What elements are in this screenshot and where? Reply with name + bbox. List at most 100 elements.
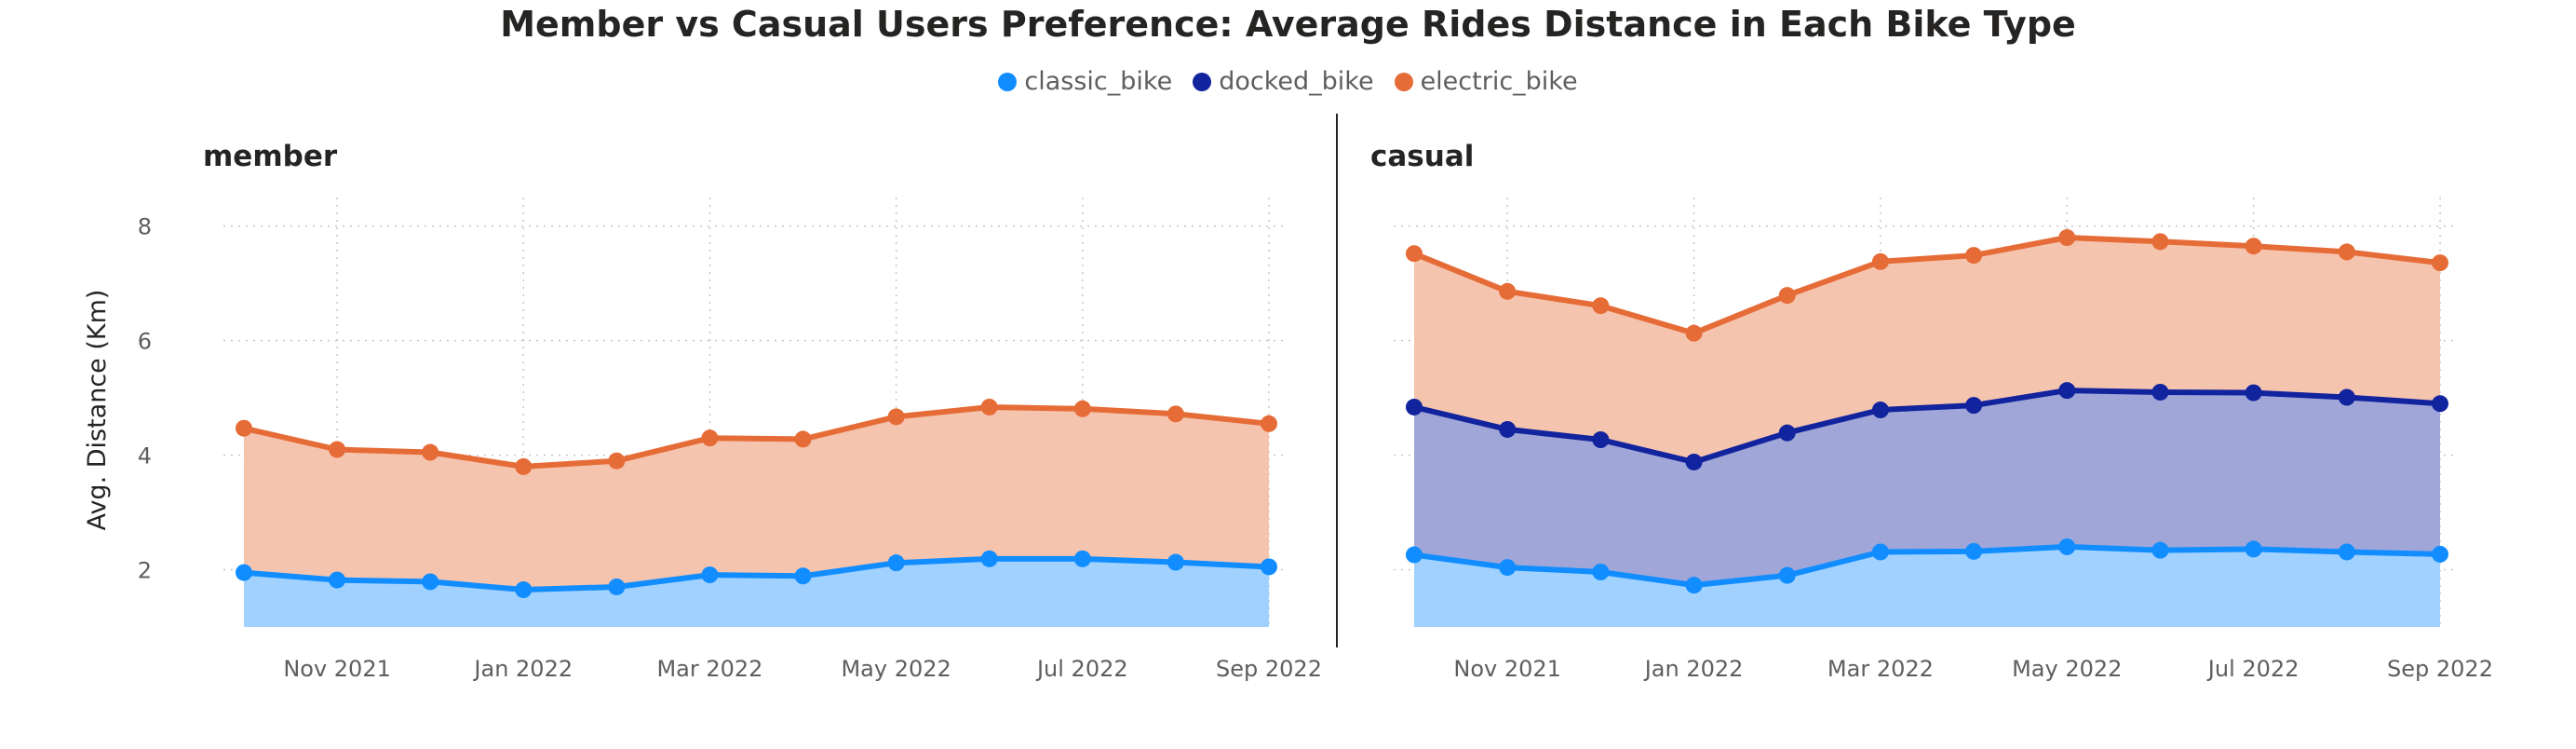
casual-point-docked-bike-3 <box>1685 453 1703 470</box>
y-tick-label-6: 6 <box>138 329 152 355</box>
casual-point-docked-bike-6 <box>1965 397 1983 415</box>
casual-point-docked-bike-0 <box>1406 398 1423 415</box>
casual-point-classic-bike-11 <box>2432 545 2448 563</box>
member-point-classic-bike-9 <box>1073 550 1091 567</box>
member-point-classic-bike-3 <box>515 581 533 599</box>
casual-point-classic-bike-4 <box>1778 566 1796 584</box>
member-point-electric-bike-11 <box>1261 415 1277 432</box>
casual-point-electric-bike-11 <box>2432 254 2448 272</box>
member-panel-label: member <box>203 140 338 173</box>
legend-item-electric-bike[interactable]: electric_bike <box>1394 67 1578 96</box>
casual-x-tick-label-jul-2022: Jul 2022 <box>2206 656 2300 682</box>
y-tick-label-8: 8 <box>138 214 152 240</box>
member-x-tick-label-sep-2022: Sep 2022 <box>1216 656 1322 682</box>
casual-point-electric-bike-9 <box>2245 238 2262 255</box>
member-x-tick-label-mar-2022: Mar 2022 <box>656 656 762 682</box>
casual-point-docked-bike-11 <box>2432 395 2448 413</box>
member-line-classic-bike <box>241 555 1272 592</box>
casual-point-classic-bike-6 <box>1965 542 1983 560</box>
member-point-classic-bike-0 <box>236 564 252 581</box>
casual-point-electric-bike-2 <box>1592 297 1610 315</box>
chart-title: Member vs Casual Users Preference: Avera… <box>500 4 2076 45</box>
casual-line-classic-bike <box>1411 543 2443 589</box>
member-point-classic-bike-5 <box>701 566 719 584</box>
casual-point-classic-bike-3 <box>1685 577 1703 594</box>
member-point-electric-bike-7 <box>887 408 905 426</box>
member-point-electric-bike-1 <box>329 441 346 458</box>
member-point-classic-bike-4 <box>608 578 626 595</box>
casual-point-electric-bike-0 <box>1406 245 1423 263</box>
casual-point-electric-bike-5 <box>1871 252 1889 270</box>
member-point-electric-bike-8 <box>980 398 998 415</box>
legend-marker-classic-bike <box>998 72 1018 91</box>
member-x-tick-label-may-2022: May 2022 <box>841 656 951 682</box>
member-point-classic-bike-11 <box>1261 558 1277 576</box>
member-x-tick-label-jul-2022: Jul 2022 <box>1035 656 1128 682</box>
legend-label-docked-bike: docked_bike <box>1219 67 1374 96</box>
casual-x-tick-label-jan-2022: Jan 2022 <box>1643 656 1744 682</box>
casual-area-classic-bike <box>1414 546 2440 627</box>
casual-point-electric-bike-6 <box>1965 247 1983 265</box>
casual-point-docked-bike-8 <box>2151 383 2169 401</box>
casual-point-docked-bike-2 <box>1592 431 1610 449</box>
member-area-classic-bike <box>244 558 1269 627</box>
y-tick-label-2: 2 <box>138 558 152 584</box>
casual-point-docked-bike-9 <box>2245 384 2262 402</box>
casual-x-tick-label-may-2022: May 2022 <box>2012 656 2122 682</box>
legend-label-electric-bike: electric_bike <box>1420 67 1578 96</box>
member-area-electric-bike <box>244 407 1269 590</box>
casual-area-electric-bike <box>1414 238 2440 462</box>
member-point-classic-bike-7 <box>887 554 905 572</box>
member-x-tick-label-nov-2021: Nov 2021 <box>283 656 391 682</box>
casual-point-classic-bike-0 <box>1406 546 1423 564</box>
member-point-electric-bike-2 <box>422 443 439 461</box>
y-axis-title: Avg. Distance (Km) <box>83 290 112 531</box>
member-point-classic-bike-1 <box>329 571 346 589</box>
casual-point-docked-bike-1 <box>1499 420 1517 438</box>
casual-point-docked-bike-7 <box>2058 382 2076 400</box>
casual-x-tick-label-mar-2022: Mar 2022 <box>1827 656 1934 682</box>
member-point-electric-bike-6 <box>794 430 812 448</box>
casual-point-classic-bike-5 <box>1871 543 1889 561</box>
legend-item-classic-bike[interactable]: classic_bike <box>998 67 1172 96</box>
legend-marker-docked-bike <box>1193 72 1212 91</box>
member-point-electric-bike-10 <box>1167 405 1184 423</box>
casual-area-docked-bike <box>1414 390 2440 586</box>
member-point-electric-bike-5 <box>701 429 719 447</box>
casual-x-tick-label-nov-2021: Nov 2021 <box>1453 656 1561 682</box>
casual-point-electric-bike-3 <box>1685 324 1703 342</box>
member-line-electric-bike <box>241 404 1272 470</box>
legend-item-docked-bike[interactable]: docked_bike <box>1193 67 1374 96</box>
casual-point-classic-bike-8 <box>2151 541 2169 559</box>
casual-point-docked-bike-4 <box>1778 424 1796 442</box>
casual-point-electric-bike-4 <box>1778 287 1796 305</box>
casual-point-docked-bike-5 <box>1871 402 1889 419</box>
member-x-tick-label-jan-2022: Jan 2022 <box>472 656 573 682</box>
member-point-electric-bike-0 <box>236 419 252 437</box>
casual-point-electric-bike-1 <box>1499 282 1517 300</box>
member-point-electric-bike-4 <box>608 452 626 470</box>
legend-marker-electric-bike <box>1394 72 1413 91</box>
casual-point-electric-bike-8 <box>2151 233 2169 251</box>
member-point-classic-bike-8 <box>980 550 998 567</box>
legend-label-classic-bike: classic_bike <box>1024 67 1173 96</box>
casual-panel-label: casual <box>1370 140 1474 173</box>
casual-point-classic-bike-2 <box>1592 563 1610 580</box>
casual-point-classic-bike-9 <box>2245 540 2262 558</box>
legend: classic_bike docked_bike electric_bike <box>0 67 2576 96</box>
casual-point-electric-bike-7 <box>2058 229 2076 247</box>
casual-point-classic-bike-7 <box>2058 538 2076 555</box>
member-point-electric-bike-3 <box>515 457 533 475</box>
casual-line-docked-bike <box>1411 388 2443 465</box>
casual-x-tick-label-sep-2022: Sep 2022 <box>2387 656 2493 682</box>
member-point-classic-bike-10 <box>1167 553 1184 571</box>
casual-point-classic-bike-10 <box>2338 543 2355 561</box>
casual-point-docked-bike-10 <box>2338 388 2355 406</box>
member-point-electric-bike-9 <box>1073 400 1091 417</box>
member-point-classic-bike-6 <box>794 567 812 585</box>
member-point-classic-bike-2 <box>422 573 439 591</box>
casual-point-classic-bike-1 <box>1499 559 1517 577</box>
y-tick-label-4: 4 <box>138 443 152 470</box>
casual-point-electric-bike-10 <box>2338 243 2355 261</box>
